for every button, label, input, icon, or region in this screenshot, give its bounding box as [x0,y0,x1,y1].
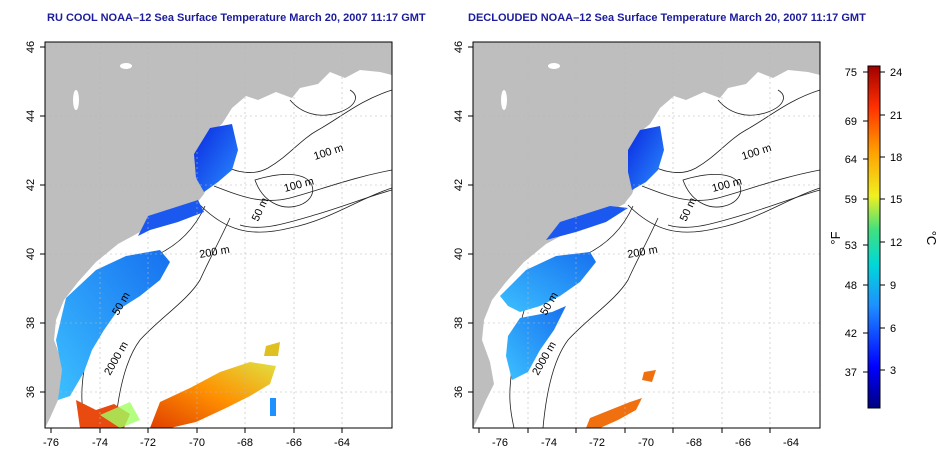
celsius-tick: 15 [890,194,902,206]
celsius-tick: 6 [890,323,896,335]
y-tick-label: 40 [25,248,37,260]
celsius-tick: 9 [890,280,896,292]
x-tick-label: -68 [237,437,253,449]
lat-lon-grid [473,42,820,428]
x-tick-label: -66 [286,437,302,449]
y-tick-label: 46 [25,41,37,53]
y-tick-label: 38 [25,317,37,329]
y-axis-right: 36 38 40 42 44 46 [453,41,473,398]
y-tick-label: 46 [453,41,465,53]
fahrenheit-tick: 64 [845,154,857,166]
y-tick-label: 44 [25,110,37,122]
sst-patch-long-island [546,206,628,240]
x-tick-label: -74 [92,437,108,449]
sst-patch-mid-atlantic [56,250,170,400]
y-tick-label: 40 [453,248,465,260]
fahrenheit-tick: 37 [845,367,857,379]
map-title-left: RU COOL NOAA–12 Sea Surface Temperature … [47,12,426,24]
celsius-tick: 12 [890,237,902,249]
x-tick-label: -76 [43,437,59,449]
sst-patch-long-island [138,200,204,236]
fahrenheit-tick: 59 [845,194,857,206]
y-tick-label: 44 [453,110,465,122]
celsius-tick: 21 [890,110,902,122]
map-right: 100 m 100 m 50 m 200 m 50 m 2000 m -76 -… [453,41,821,449]
celsius-tick: 24 [890,67,902,79]
x-tick-label: -64 [783,437,799,449]
x-tick-label: -76 [492,437,508,449]
fahrenheit-tick: 69 [845,116,857,128]
map-title-right: DECLOUDED NOAA–12 Sea Surface Temperatur… [468,12,866,24]
landmass [45,42,392,428]
fahrenheit-tick: 42 [845,328,857,340]
x-axis-left: -76 -74 -72 -70 -68 -66 -64 [43,428,350,449]
celsius-tick: 18 [890,152,902,164]
contour-label: 200 m [198,244,230,261]
x-tick-label: -74 [541,437,557,449]
fahrenheit-tick: 53 [845,240,857,252]
fahrenheit-tick: 48 [845,280,857,292]
lat-lon-grid [45,42,392,428]
y-axis-left: 36 38 40 42 44 46 [25,41,45,398]
x-tick-label: -66 [735,437,751,449]
sst-patch-gulf-of-maine [628,126,664,190]
x-tick-label: -70 [638,437,654,449]
y-tick-label: 36 [25,386,37,398]
celsius-label: °C [924,231,939,246]
x-tick-label: -70 [189,437,205,449]
x-tick-label: -64 [334,437,350,449]
sst-patch-warm-gulf-stream [586,398,642,428]
sst-patch-gulf-of-maine [194,124,238,192]
contour-label: 200 m [626,244,658,261]
x-tick-label: -68 [686,437,702,449]
landmass [473,42,820,428]
temperature-colorbar: 75 69 64 59 53 48 42 37 24 21 18 15 12 9… [828,65,939,409]
celsius-tick: 3 [890,365,896,377]
y-tick-label: 42 [25,179,37,191]
y-tick-label: 38 [453,317,465,329]
map-left: 100 m 100 m 50 m 200 m 50 m 2000 m -76 -… [25,41,393,449]
y-tick-label: 36 [453,386,465,398]
x-axis-right: -76 -74 -72 -70 -68 -66 -64 [478,428,799,449]
y-tick-label: 42 [453,179,465,191]
sst-patch-mid-atlantic [500,252,596,312]
fahrenheit-label: °F [828,231,843,244]
x-tick-label: -72 [589,437,605,449]
fahrenheit-tick: 75 [845,67,857,79]
sst-patch-warm-gulf-stream [150,362,276,428]
x-tick-label: -72 [140,437,156,449]
